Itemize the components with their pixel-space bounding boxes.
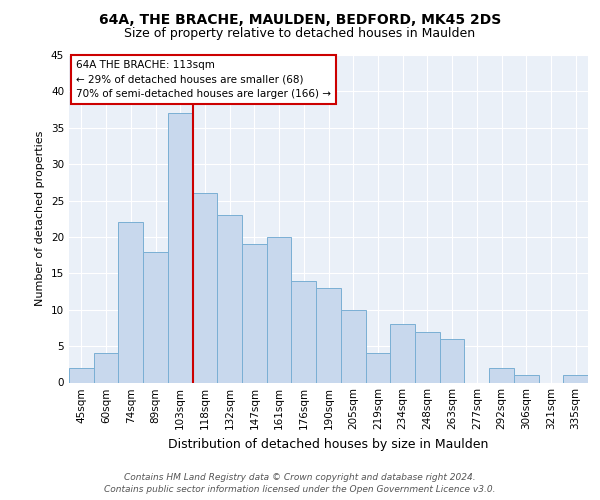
- X-axis label: Distribution of detached houses by size in Maulden: Distribution of detached houses by size …: [169, 438, 488, 451]
- Bar: [168, 113, 193, 382]
- Bar: [267, 237, 292, 382]
- Bar: [514, 375, 539, 382]
- Text: 64A THE BRACHE: 113sqm
← 29% of detached houses are smaller (68)
70% of semi-det: 64A THE BRACHE: 113sqm ← 29% of detached…: [76, 60, 331, 98]
- Y-axis label: Number of detached properties: Number of detached properties: [35, 131, 46, 306]
- Bar: [341, 310, 365, 382]
- Text: Contains HM Land Registry data © Crown copyright and database right 2024.
Contai: Contains HM Land Registry data © Crown c…: [104, 472, 496, 494]
- Bar: [563, 375, 588, 382]
- Bar: [94, 354, 118, 382]
- Bar: [69, 368, 94, 382]
- Bar: [440, 339, 464, 382]
- Bar: [242, 244, 267, 382]
- Bar: [316, 288, 341, 382]
- Bar: [143, 252, 168, 382]
- Bar: [292, 280, 316, 382]
- Bar: [193, 194, 217, 382]
- Text: 64A, THE BRACHE, MAULDEN, BEDFORD, MK45 2DS: 64A, THE BRACHE, MAULDEN, BEDFORD, MK45 …: [99, 12, 501, 26]
- Bar: [489, 368, 514, 382]
- Bar: [217, 215, 242, 382]
- Text: Size of property relative to detached houses in Maulden: Size of property relative to detached ho…: [124, 28, 476, 40]
- Bar: [415, 332, 440, 382]
- Bar: [390, 324, 415, 382]
- Bar: [118, 222, 143, 382]
- Bar: [365, 354, 390, 382]
